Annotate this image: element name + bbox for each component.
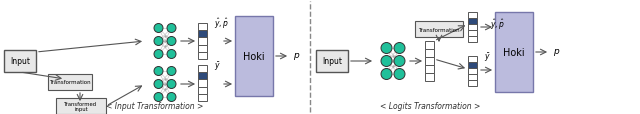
Circle shape	[167, 37, 176, 46]
FancyBboxPatch shape	[468, 57, 477, 62]
FancyBboxPatch shape	[4, 51, 36, 72]
FancyBboxPatch shape	[468, 62, 477, 68]
FancyBboxPatch shape	[468, 37, 477, 43]
FancyBboxPatch shape	[198, 24, 207, 31]
FancyBboxPatch shape	[235, 17, 273, 96]
FancyBboxPatch shape	[198, 45, 207, 52]
Text: < Logits Transformation >: < Logits Transformation >	[380, 101, 480, 110]
Circle shape	[154, 93, 163, 102]
FancyBboxPatch shape	[198, 65, 207, 73]
FancyBboxPatch shape	[468, 68, 477, 74]
Circle shape	[154, 37, 163, 46]
FancyBboxPatch shape	[468, 13, 477, 19]
FancyBboxPatch shape	[415, 22, 463, 38]
FancyBboxPatch shape	[468, 80, 477, 86]
Text: Transformation: Transformation	[49, 80, 91, 85]
Circle shape	[381, 43, 392, 54]
Text: Hoki: Hoki	[503, 48, 525, 57]
Circle shape	[394, 56, 405, 67]
FancyBboxPatch shape	[198, 94, 207, 101]
Circle shape	[154, 50, 163, 59]
Text: $\hat{y},\hat{p}$: $\hat{y},\hat{p}$	[490, 18, 505, 32]
Circle shape	[167, 93, 176, 102]
FancyBboxPatch shape	[316, 51, 348, 72]
Circle shape	[167, 80, 176, 89]
Circle shape	[381, 69, 392, 80]
Text: $p$: $p$	[553, 47, 561, 58]
FancyBboxPatch shape	[468, 25, 477, 31]
Text: Input: Input	[10, 57, 30, 66]
FancyBboxPatch shape	[425, 50, 434, 57]
FancyBboxPatch shape	[468, 74, 477, 80]
FancyBboxPatch shape	[56, 98, 106, 114]
Circle shape	[381, 56, 392, 67]
Text: Transformed
input: Transformed input	[65, 101, 97, 111]
FancyBboxPatch shape	[198, 80, 207, 87]
FancyBboxPatch shape	[198, 87, 207, 94]
FancyBboxPatch shape	[468, 31, 477, 37]
Text: < Input Transformation >: < Input Transformation >	[106, 101, 204, 110]
Text: $\bar{y}$: $\bar{y}$	[484, 51, 491, 64]
FancyBboxPatch shape	[495, 13, 533, 92]
Circle shape	[394, 69, 405, 80]
FancyBboxPatch shape	[198, 52, 207, 60]
Circle shape	[154, 80, 163, 89]
Text: Transformation: Transformation	[418, 27, 460, 32]
FancyBboxPatch shape	[468, 19, 477, 25]
Circle shape	[167, 24, 176, 33]
FancyBboxPatch shape	[425, 73, 434, 81]
FancyBboxPatch shape	[425, 42, 434, 50]
FancyBboxPatch shape	[198, 38, 207, 45]
Circle shape	[394, 43, 405, 54]
Text: Hoki: Hoki	[243, 52, 265, 61]
Circle shape	[154, 24, 163, 33]
Circle shape	[154, 67, 163, 76]
Circle shape	[167, 67, 176, 76]
Text: Input: Input	[322, 57, 342, 66]
FancyBboxPatch shape	[198, 73, 207, 80]
Text: $p$: $p$	[293, 51, 300, 62]
Text: $\hat{y},\hat{p}$: $\hat{y},\hat{p}$	[214, 17, 229, 31]
FancyBboxPatch shape	[198, 31, 207, 38]
FancyBboxPatch shape	[48, 74, 92, 90]
Circle shape	[167, 50, 176, 59]
Text: $\bar{y}$: $\bar{y}$	[214, 60, 221, 73]
FancyBboxPatch shape	[425, 65, 434, 73]
FancyBboxPatch shape	[425, 57, 434, 65]
